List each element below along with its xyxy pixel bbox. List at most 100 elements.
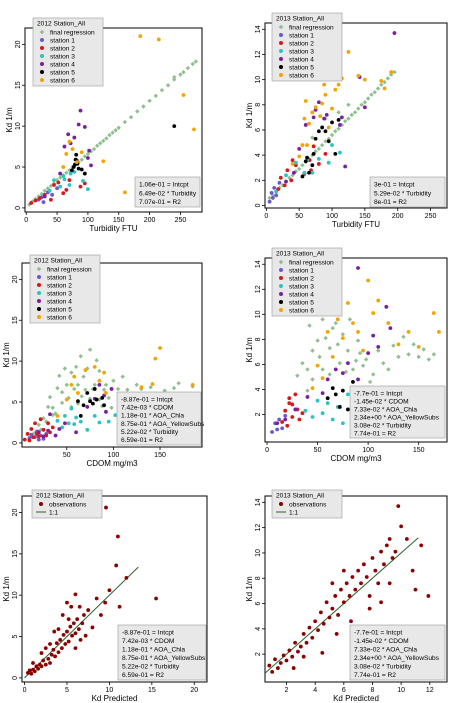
data-point-final-regression [98, 141, 103, 146]
legend-box [29, 254, 101, 324]
legend-swatch [279, 300, 283, 304]
legend-entry: station 6 [50, 77, 75, 84]
data-point-station-5 [78, 414, 83, 418]
plot-frame [21, 495, 208, 683]
data-point-station-2 [297, 417, 302, 422]
data-point-final-regression [359, 102, 364, 108]
plot-frame [264, 257, 448, 443]
data-point-observations [333, 594, 338, 598]
data-point-observations [117, 604, 122, 609]
data-point-observations [426, 594, 431, 598]
data-point-station-2 [307, 158, 312, 163]
data-point-observations [336, 613, 340, 617]
data-point-observations [413, 587, 418, 592]
x-tick-label: 10 [106, 687, 114, 694]
data-point-observations [350, 575, 355, 579]
data-point-final-regression [319, 142, 325, 148]
data-point-final-regression [330, 325, 335, 331]
data-point-observations [419, 543, 424, 548]
y-tick-label: 10 [12, 591, 19, 599]
data-point-observations [107, 588, 112, 593]
data-point-station-5 [316, 129, 321, 134]
y-axis-title: Kd 1/m [2, 576, 11, 602]
data-point-station-4 [297, 146, 302, 151]
data-point-final-regression [72, 386, 77, 392]
x-tick-label: 100 [108, 452, 120, 459]
data-point-final-regression [42, 188, 47, 193]
y-tick-label: 0 [255, 203, 262, 207]
data-point-station-6 [67, 139, 72, 144]
data-point-observations [382, 562, 386, 567]
data-point-station-4 [97, 382, 102, 387]
data-point-final-regression [91, 146, 97, 152]
data-point-observations [41, 658, 46, 663]
data-point-station-2 [50, 425, 55, 430]
data-point-station-2 [33, 198, 38, 203]
data-point-final-regression [350, 367, 356, 372]
data-point-station-5 [303, 159, 308, 164]
data-point-station-6 [320, 101, 325, 106]
y-tick-label: 2 [255, 652, 262, 656]
stats-line: 7.74e-01 = R2 [354, 672, 396, 679]
legend-swatch [40, 78, 44, 82]
y-tick-label: 6 [255, 602, 262, 606]
data-point-station-2 [290, 158, 295, 163]
data-point-station-6 [313, 105, 318, 110]
stats-line: 8.75e-01 * AOA_YellowSubs [122, 655, 206, 662]
y-tick-label: 5 [12, 634, 19, 638]
data-point-station-6 [310, 110, 315, 115]
data-point-station-2 [283, 408, 288, 413]
y-tick-label: 4 [255, 387, 262, 391]
data-point-station-4 [104, 409, 108, 414]
data-point-observations [54, 641, 59, 646]
data-point-observations [387, 581, 392, 586]
data-point-station-6 [386, 321, 391, 325]
data-point-final-regression [385, 76, 391, 81]
x-tick-label: 0 [264, 213, 268, 220]
data-point-station-6 [351, 321, 355, 325]
data-point-station-6 [361, 348, 365, 353]
data-point-final-regression [363, 357, 369, 362]
chart-panel-3: 50 100 150 0 5 10 15 20 CDOM mg/m3 Kd 1/m 2012 Sta… [2, 254, 205, 468]
data-point-final-regression [148, 385, 153, 390]
data-point-final-regression [300, 163, 305, 168]
data-point-observations [78, 637, 83, 642]
stats-box [116, 391, 202, 446]
data-point-observations [82, 613, 86, 617]
x-tick-label: 6 [342, 687, 346, 694]
x-tick-label: 150 [113, 217, 125, 224]
data-point-station-6 [102, 370, 106, 375]
legend-entry: station 2 [289, 275, 314, 282]
y-axis-title: Kd 1/m [245, 576, 254, 602]
data-point-final-regression [92, 382, 97, 388]
data-point-final-regression [109, 405, 114, 410]
data-point-observations [58, 637, 63, 642]
data-point-observations [356, 568, 361, 573]
data-point-observations [316, 628, 320, 633]
legend-box [271, 489, 343, 519]
data-point-station-3 [67, 183, 72, 187]
stats-line: 6.49e-02 * Turbidity [139, 190, 197, 197]
data-point-station-2 [78, 184, 83, 189]
data-point-station-5 [100, 396, 105, 400]
data-point-station-6 [181, 93, 186, 97]
data-point-final-regression [55, 385, 60, 391]
data-point-observations [270, 669, 275, 674]
data-point-station-6 [83, 368, 88, 373]
data-point-observations [399, 524, 404, 529]
data-point-station-6 [310, 386, 315, 391]
data-point-observations [59, 646, 64, 651]
x-tick-label: 250 [175, 217, 187, 224]
data-point-observations [70, 633, 74, 638]
data-point-observations [61, 632, 66, 637]
x-tick-label: 150 [413, 447, 425, 454]
data-point-final-regression [323, 335, 328, 341]
y-tick-label: 4 [255, 627, 262, 631]
stats-line: 1.06e-01 = Intcpt [139, 182, 189, 189]
x-tick-label: 100 [326, 213, 338, 220]
data-point-observations [293, 640, 297, 645]
x-tick-label: 150 [359, 213, 371, 220]
data-point-final-regression [97, 368, 102, 374]
data-point-final-regression [73, 364, 79, 370]
data-point-final-regression [267, 195, 272, 201]
